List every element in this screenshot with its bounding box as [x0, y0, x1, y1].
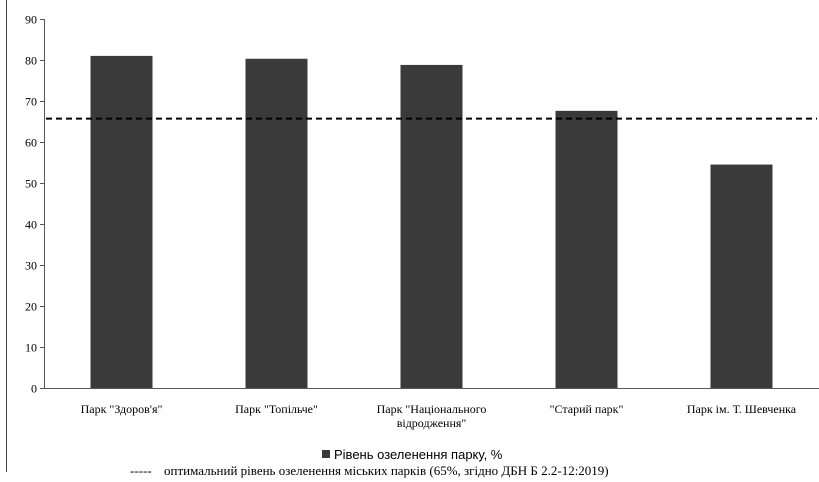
y-tick-label: 20 [25, 300, 37, 314]
x-category-label: Парк "Топільче" [235, 402, 318, 416]
y-tick-label: 40 [25, 218, 37, 232]
x-category-label: Парк "Національного [377, 402, 487, 416]
y-tick-label: 80 [25, 54, 37, 68]
y-tick-label: 90 [25, 13, 37, 27]
x-category-label: Парк "Здоров'я" [81, 402, 163, 416]
legend: Рівень озеленення парку, % ----- оптимал… [130, 447, 609, 478]
bar [400, 64, 463, 389]
bars [90, 55, 773, 389]
y-tick-label: 70 [25, 95, 37, 109]
y-axis: 0 10 20 30 40 50 60 70 80 90 [25, 13, 45, 396]
x-axis: Парк "Здоров'я" Парк "Топільче" Парк "Наці… [44, 388, 819, 430]
bar [710, 164, 773, 388]
y-tick-label: 10 [25, 341, 37, 355]
bar [245, 58, 308, 389]
y-tick-label: 50 [25, 177, 37, 191]
y-tick-label: 30 [25, 259, 37, 273]
bar [90, 55, 153, 389]
x-category-label: Парк ім. Т. Шевченка [687, 402, 797, 416]
legend-series-swatch [322, 450, 330, 458]
legend-series-label: Рівень озеленення парку, % [334, 447, 503, 462]
legend-reference-marker: ----- [130, 463, 152, 478]
y-tick-label: 60 [25, 136, 37, 150]
bar [555, 110, 618, 388]
x-category-label: "Старий парк" [550, 402, 624, 416]
y-tick-label: 0 [31, 382, 37, 396]
x-category-label: відродження" [397, 416, 467, 430]
legend-reference-label: оптимальний рівень озеленення міських па… [164, 463, 609, 478]
